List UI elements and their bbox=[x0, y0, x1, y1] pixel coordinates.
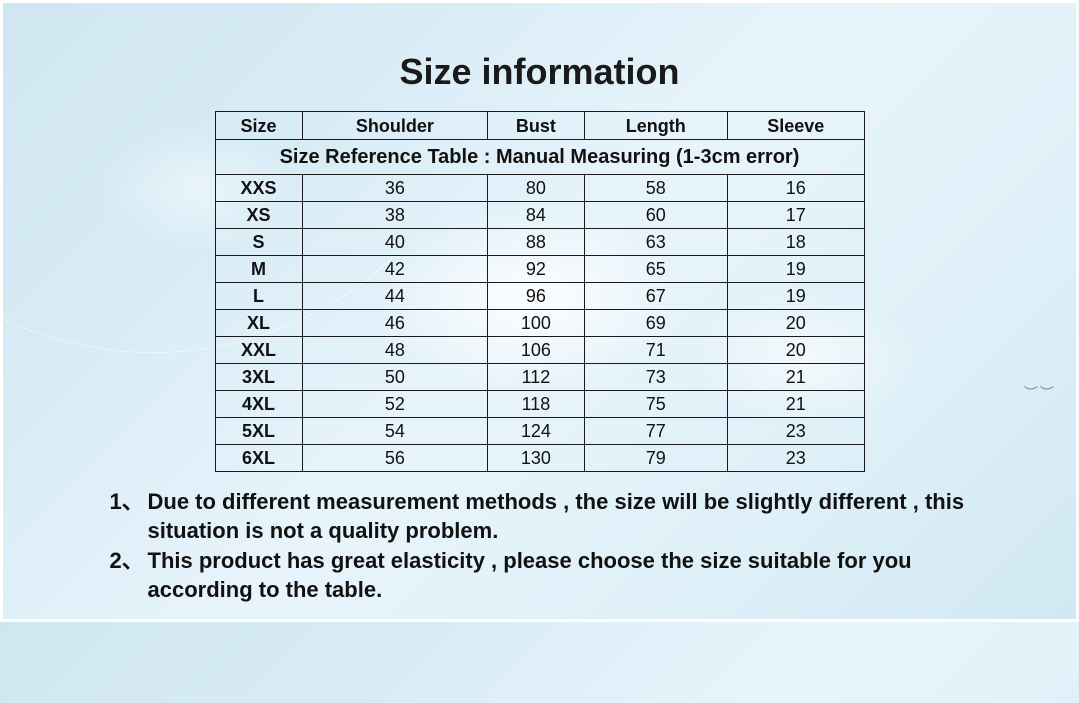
size-table: Size Reference Table : Manual Measuring … bbox=[215, 111, 865, 472]
table-cell: 106 bbox=[488, 337, 584, 364]
page-title: Size information bbox=[3, 51, 1076, 93]
table-cell: 20 bbox=[727, 337, 864, 364]
table-cell: 71 bbox=[584, 337, 727, 364]
table-cell: 48 bbox=[302, 337, 488, 364]
table-cell: 5XL bbox=[215, 418, 302, 445]
table-cell: 19 bbox=[727, 256, 864, 283]
note-1: Due to different measurement methods , t… bbox=[110, 488, 970, 545]
table-cell: 118 bbox=[488, 391, 584, 418]
table-cell: 73 bbox=[584, 364, 727, 391]
table-cell: 96 bbox=[488, 283, 584, 310]
table-cell: 36 bbox=[302, 175, 488, 202]
table-row: S40886318 bbox=[215, 229, 864, 256]
table-cell: 21 bbox=[727, 391, 864, 418]
table-cell: 46 bbox=[302, 310, 488, 337]
notes-section: Due to different measurement methods , t… bbox=[110, 488, 970, 604]
table-cell: XS bbox=[215, 202, 302, 229]
table-cell: 80 bbox=[488, 175, 584, 202]
table-cell: 4XL bbox=[215, 391, 302, 418]
table-row: XXL481067120 bbox=[215, 337, 864, 364]
table-cell: 124 bbox=[488, 418, 584, 445]
table-cell: 20 bbox=[727, 310, 864, 337]
col-shoulder: Shoulder bbox=[302, 112, 488, 140]
table-row: L44966719 bbox=[215, 283, 864, 310]
table-cell: 50 bbox=[302, 364, 488, 391]
table-row: 4XL521187521 bbox=[215, 391, 864, 418]
table-cell: 6XL bbox=[215, 445, 302, 472]
table-cell: 42 bbox=[302, 256, 488, 283]
table-cell: 112 bbox=[488, 364, 584, 391]
table-row: XXS36805816 bbox=[215, 175, 864, 202]
table-cell: 92 bbox=[488, 256, 584, 283]
table-cell: 16 bbox=[727, 175, 864, 202]
table-row: XS38846017 bbox=[215, 202, 864, 229]
table-cell: S bbox=[215, 229, 302, 256]
table-cell: 56 bbox=[302, 445, 488, 472]
table-cell: 3XL bbox=[215, 364, 302, 391]
table-cell: 17 bbox=[727, 202, 864, 229]
table-cell: 100 bbox=[488, 310, 584, 337]
table-cell: 19 bbox=[727, 283, 864, 310]
table-row: M42926519 bbox=[215, 256, 864, 283]
table-cell: 58 bbox=[584, 175, 727, 202]
col-length: Length bbox=[584, 112, 727, 140]
table-cell: XXS bbox=[215, 175, 302, 202]
table-cell: 23 bbox=[727, 445, 864, 472]
table-cell: 77 bbox=[584, 418, 727, 445]
table-row: 6XL561307923 bbox=[215, 445, 864, 472]
table-caption: Size Reference Table : Manual Measuring … bbox=[215, 140, 864, 175]
table-cell: 54 bbox=[302, 418, 488, 445]
table-cell: 63 bbox=[584, 229, 727, 256]
table-cell: 65 bbox=[584, 256, 727, 283]
table-cell: 67 bbox=[584, 283, 727, 310]
table-cell: 79 bbox=[584, 445, 727, 472]
table-cell: 60 bbox=[584, 202, 727, 229]
col-bust: Bust bbox=[488, 112, 584, 140]
table-cell: 130 bbox=[488, 445, 584, 472]
table-row: 5XL541247723 bbox=[215, 418, 864, 445]
table-cell: XL bbox=[215, 310, 302, 337]
table-cell: 21 bbox=[727, 364, 864, 391]
table-cell: 38 bbox=[302, 202, 488, 229]
note-2: This product has great elasticity , plea… bbox=[110, 547, 970, 604]
col-sleeve: Sleeve bbox=[727, 112, 864, 140]
table-cell: 40 bbox=[302, 229, 488, 256]
table-cell: 52 bbox=[302, 391, 488, 418]
table-cell: M bbox=[215, 256, 302, 283]
table-header-row: Size Shoulder Bust Length Sleeve bbox=[215, 112, 864, 140]
table-row: XL461006920 bbox=[215, 310, 864, 337]
col-size: Size bbox=[215, 112, 302, 140]
table-cell: 69 bbox=[584, 310, 727, 337]
table-cell: XXL bbox=[215, 337, 302, 364]
table-cell: L bbox=[215, 283, 302, 310]
table-cell: 44 bbox=[302, 283, 488, 310]
table-cell: 18 bbox=[727, 229, 864, 256]
table-row: 3XL501127321 bbox=[215, 364, 864, 391]
table-cell: 75 bbox=[584, 391, 727, 418]
table-cell: 84 bbox=[488, 202, 584, 229]
table-cell: 23 bbox=[727, 418, 864, 445]
table-cell: 88 bbox=[488, 229, 584, 256]
